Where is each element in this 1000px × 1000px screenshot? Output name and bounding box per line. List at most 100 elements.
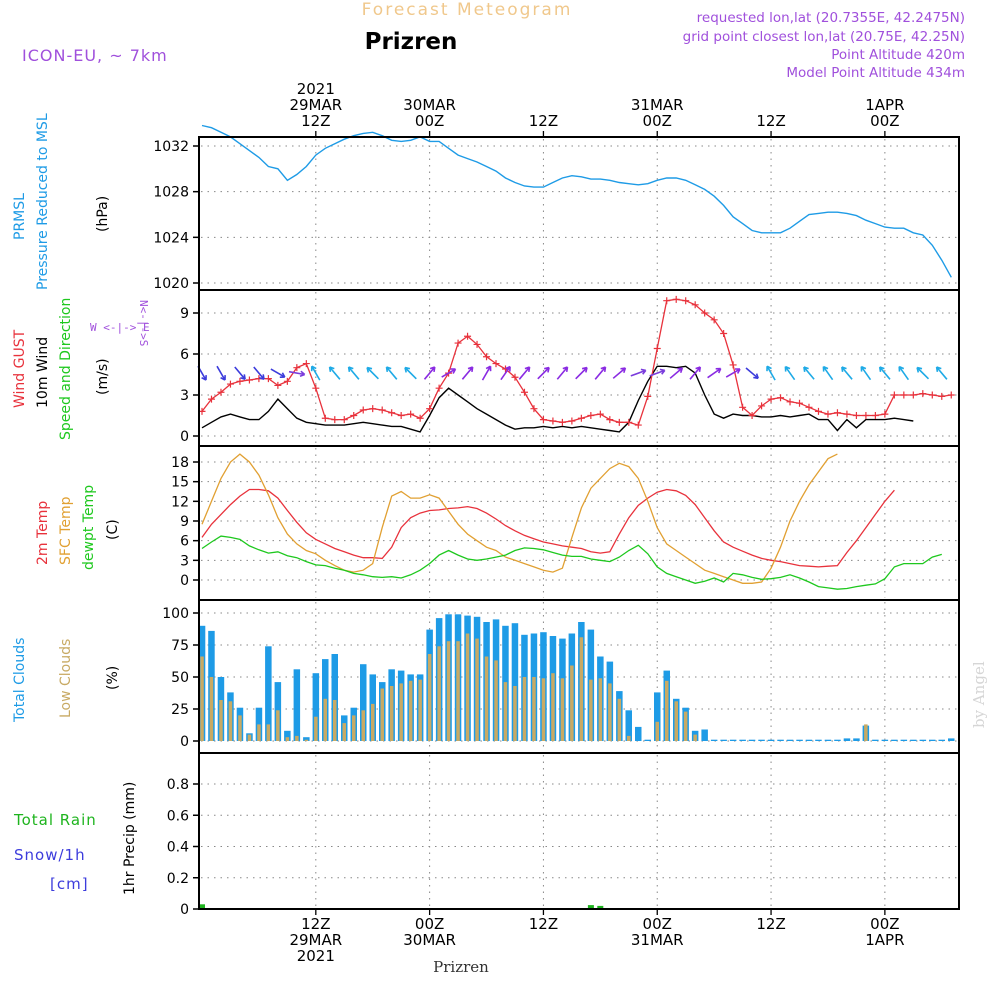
temperature-ytick-label: 0 xyxy=(180,573,189,589)
gust-marker xyxy=(691,301,699,309)
gust-marker xyxy=(511,373,519,381)
low-cloud-bar xyxy=(304,739,309,741)
gust-marker xyxy=(852,412,860,419)
gust-marker xyxy=(207,395,215,403)
precip-frame xyxy=(198,752,960,910)
low-cloud-bar xyxy=(589,679,593,741)
pressure-ytick-label: 1020 xyxy=(153,276,189,292)
wind-arrow-icon xyxy=(216,365,226,381)
total-cloud-bar xyxy=(834,739,841,741)
top-time-label: 12Z xyxy=(529,112,558,130)
total-cloud-bar xyxy=(767,739,775,741)
total-cloud-bar xyxy=(824,739,832,741)
top-time-label: 12Z xyxy=(301,112,330,130)
gust-marker xyxy=(492,360,500,368)
wind-arrow-icon xyxy=(725,368,741,378)
total-cloud-bar xyxy=(720,739,727,741)
low-cloud-bar xyxy=(608,683,612,741)
gust-marker xyxy=(587,412,595,419)
station-title: Prizren xyxy=(365,29,458,55)
total-cloud-bar xyxy=(919,739,927,741)
total-cloud-bar xyxy=(929,739,936,741)
low-cloud-bar xyxy=(465,633,470,741)
temp-unit: (C) xyxy=(105,519,121,540)
total-cloud-bar xyxy=(654,692,661,741)
wind-ytick-label: 6 xyxy=(180,347,189,363)
bottom-time-label: 00Z xyxy=(643,915,672,933)
gust-marker xyxy=(672,295,680,303)
gust-marker xyxy=(454,339,462,347)
wind-arrow-icon xyxy=(784,365,796,381)
gust-marker xyxy=(663,297,671,305)
rain-bar xyxy=(199,904,205,909)
gust-marker xyxy=(312,384,320,392)
precip-ytick-label: 0.4 xyxy=(167,840,189,856)
gust-marker xyxy=(796,399,804,407)
wind-arrow-icon xyxy=(270,368,286,378)
low-cloud-bar xyxy=(389,686,394,741)
wind-arrow-icon xyxy=(594,366,607,380)
low-cloud-bar xyxy=(371,703,375,741)
total-cloud-bar xyxy=(511,623,519,741)
top-time-label: 00Z xyxy=(870,112,899,130)
gust-marker xyxy=(625,418,633,426)
wind-arrow-icon xyxy=(500,365,511,381)
gust-marker xyxy=(928,391,936,399)
total-cloud-bar xyxy=(796,739,803,741)
clouds-ytick-label: 75 xyxy=(171,638,189,654)
gust-marker xyxy=(729,361,737,369)
snow-unit: [cm] xyxy=(50,875,89,893)
low-cloud-bar xyxy=(408,680,413,741)
gust-marker xyxy=(909,391,917,399)
gust-marker xyxy=(862,412,870,419)
wind-ytick-label: 9 xyxy=(180,306,189,322)
top-time-label: 12Z xyxy=(756,112,785,130)
total-cloud-bar xyxy=(625,710,632,741)
wind-arrow-icon xyxy=(366,366,379,380)
wind-arrow-icon xyxy=(803,366,815,380)
model-altitude: Model Point Altitude 434m xyxy=(786,65,965,81)
low-cloud-bar xyxy=(228,701,233,741)
watermark: by Angel xyxy=(970,661,988,728)
total-cloud-bar xyxy=(900,739,908,741)
total-cloud-bar xyxy=(644,739,651,741)
wind-arrow-icon xyxy=(649,368,666,377)
low-cloud-bar xyxy=(513,686,517,741)
total-cloud-bar xyxy=(910,739,917,741)
gust-marker xyxy=(777,394,785,402)
gust-marker xyxy=(881,410,889,418)
total-cloud-bar xyxy=(881,739,889,741)
gust-marker xyxy=(340,416,348,424)
precip-ytick-label: 0 xyxy=(180,902,189,918)
rain-label: Total Rain xyxy=(13,811,97,829)
rain-bar xyxy=(597,905,604,909)
low-cloud-bar xyxy=(238,715,242,741)
wind-arrow-icon xyxy=(669,367,684,379)
low-cloud-bar xyxy=(598,678,603,741)
gust-marker xyxy=(805,403,813,411)
total-cloud-bar xyxy=(843,738,851,741)
low-cloud-bar xyxy=(418,679,422,741)
wind-arrow-icon xyxy=(878,366,891,380)
low-cloud-bar xyxy=(266,724,271,741)
total-cloud-bar xyxy=(710,739,718,741)
gust-marker xyxy=(369,405,377,413)
gust-marker xyxy=(710,316,718,324)
low-cloud-bar xyxy=(437,646,441,741)
total-cloud-bar xyxy=(729,739,737,741)
wind-arrow-icon xyxy=(575,366,588,380)
top-time-label: 30MAR xyxy=(403,96,456,114)
total-clouds-label: Total Clouds xyxy=(12,638,28,723)
bottom-time-label: 30MAR xyxy=(403,931,456,949)
low-cloud-bar xyxy=(323,698,327,741)
low-cloud-bar xyxy=(342,723,346,741)
wind-arrow-icon xyxy=(766,365,776,381)
gust-marker xyxy=(644,392,652,400)
temperature-ytick-label: 18 xyxy=(171,455,189,471)
total-cloud-bar xyxy=(758,739,765,741)
gust-marker xyxy=(236,377,244,385)
wind-arrow-icon xyxy=(423,366,436,380)
low-cloud-bar xyxy=(456,641,460,741)
gust-marker xyxy=(748,412,756,419)
top-time-label: 29MAR xyxy=(289,96,342,114)
